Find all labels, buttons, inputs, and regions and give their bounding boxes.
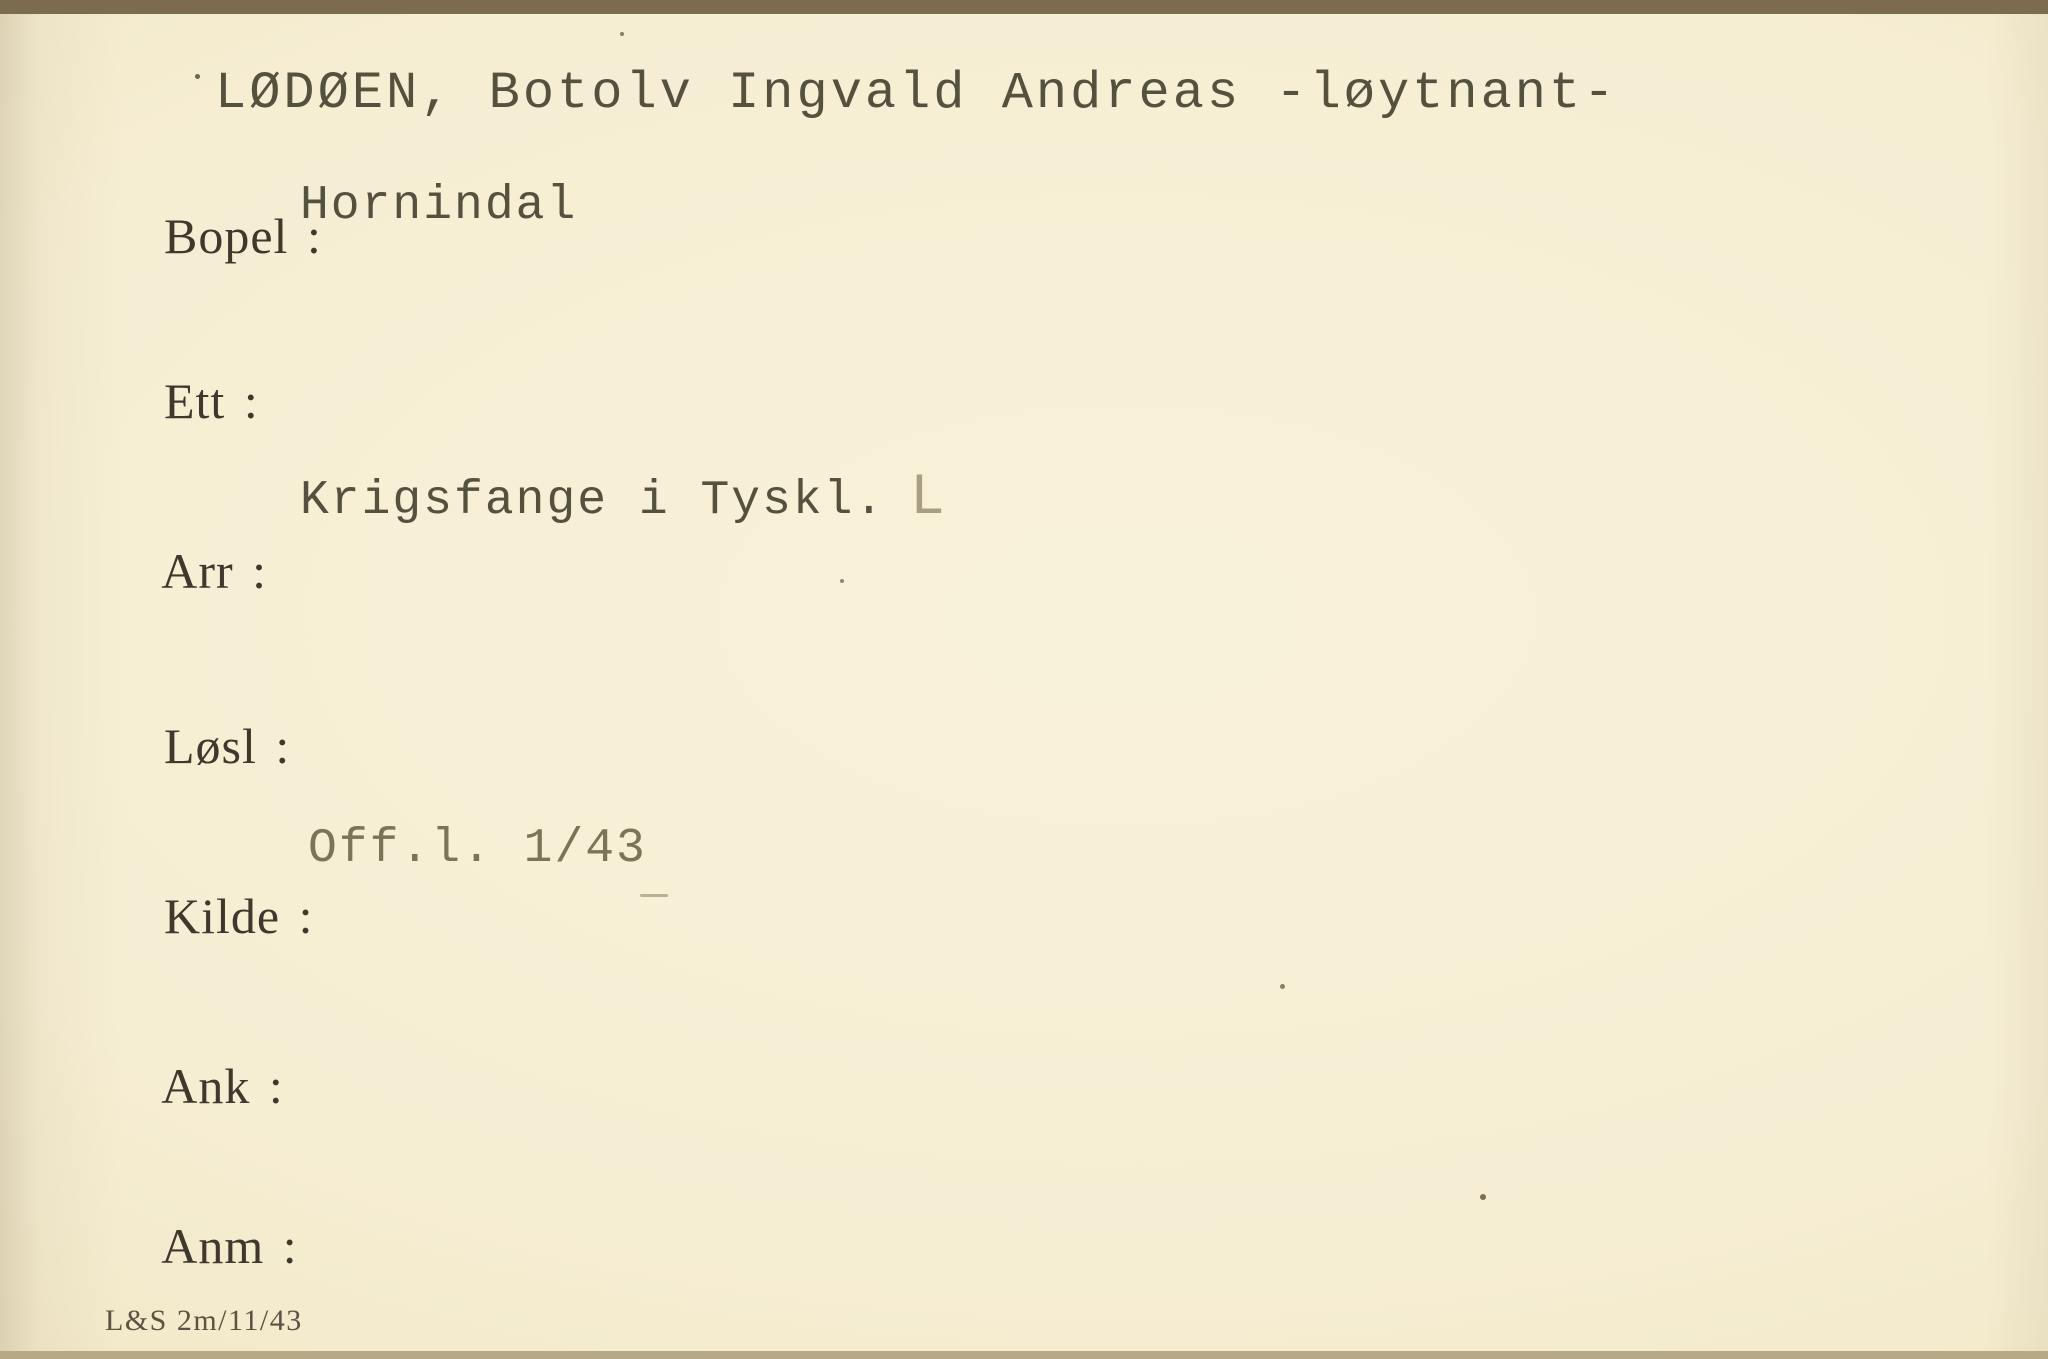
- label-colon: :: [250, 1058, 288, 1114]
- label-colon: :: [264, 1218, 302, 1274]
- label-arr: Arr :: [110, 484, 272, 658]
- speck-icon: [620, 32, 624, 36]
- label-colon: :: [257, 718, 295, 774]
- label-losl: Løsl :: [110, 659, 295, 833]
- label-colon: :: [280, 888, 318, 944]
- value-arr: Krigsfange i Tyskl.: [300, 474, 885, 528]
- label-ett: Ett :: [110, 314, 264, 488]
- label-ank: Ank :: [110, 999, 289, 1173]
- label-colon: :: [234, 543, 272, 599]
- label-bopel: Bopel :: [110, 149, 327, 323]
- label-anm-text: Anm: [161, 1218, 264, 1274]
- value-bopel: Hornindal: [300, 179, 577, 233]
- speck-icon: [1480, 1194, 1486, 1200]
- value-kilde: Off.l. 1/43: [308, 822, 647, 876]
- label-losl-text: Løsl: [164, 718, 257, 774]
- label-colon: :: [225, 373, 263, 429]
- header-name: LØDØEN, Botolv Ingvald Andreas -løytnant…: [215, 64, 1617, 123]
- speck-icon: [640, 894, 668, 897]
- speck-icon: [840, 579, 844, 583]
- label-bopel-text: Bopel: [164, 208, 288, 264]
- footer-imprint: L&S 2m/11/43: [105, 1304, 303, 1338]
- speck-icon: [195, 74, 200, 79]
- arr-annotation: L: [910, 466, 945, 531]
- index-card: LØDØEN, Botolv Ingvald Andreas -løytnant…: [0, 0, 2048, 1359]
- label-kilde-text: Kilde: [164, 888, 280, 944]
- label-arr-text: Arr: [161, 543, 233, 599]
- label-ett-text: Ett: [164, 373, 225, 429]
- label-kilde: Kilde :: [110, 829, 319, 1003]
- speck-icon: [1280, 984, 1285, 989]
- label-ank-text: Ank: [161, 1058, 250, 1114]
